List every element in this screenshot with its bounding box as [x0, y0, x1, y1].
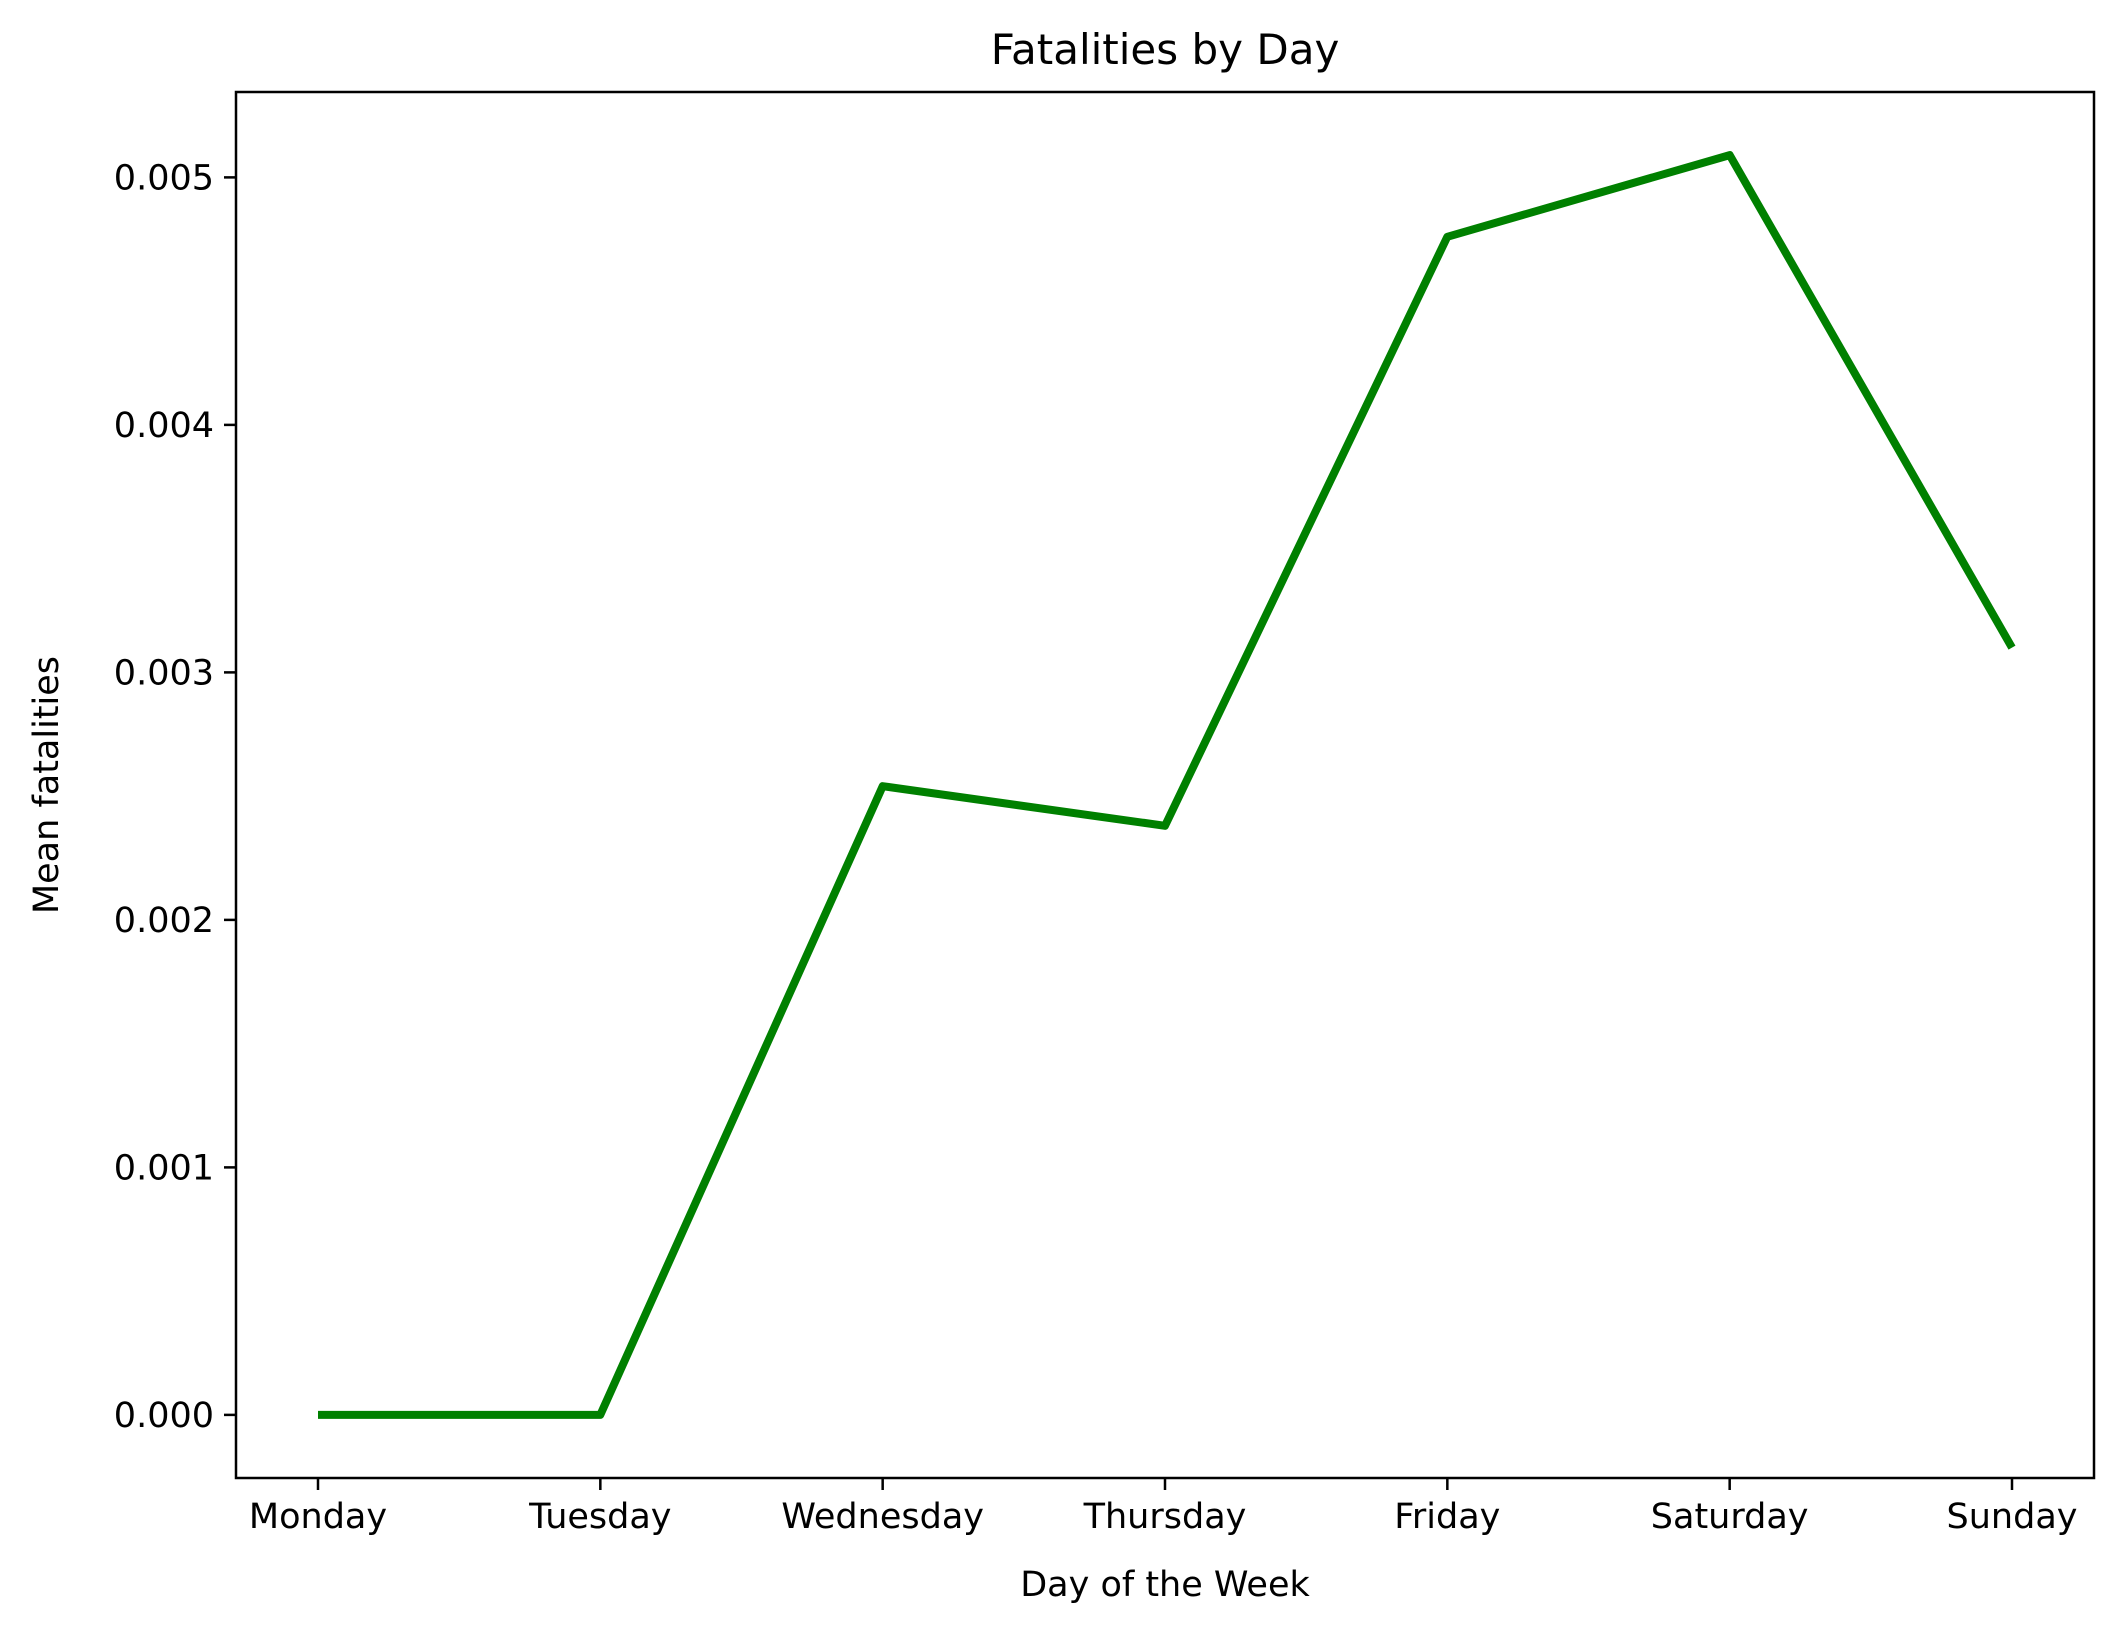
y-tick-label-3: 0.003	[114, 653, 214, 693]
y-axis-label: Mean fatalities	[27, 656, 67, 914]
chart-title: Fatalities by Day	[991, 25, 1340, 74]
x-tick-label-monday: Monday	[249, 1497, 387, 1537]
series-line-1	[318, 151, 2016, 1419]
y-axis: 0.000 0.001 0.002 0.003 0.004 0.005	[114, 158, 236, 1436]
x-tick-label-tuesday: Tuesday	[528, 1497, 671, 1537]
x-axis-label: Day of the Week	[1020, 1565, 1310, 1605]
x-tick-label-sunday: Sunday	[1947, 1497, 2078, 1537]
x-axis: Monday Tuesday Wednesday Thursday Friday Satu…	[249, 1478, 2078, 1537]
x-tick-label-thursday: Thursday	[1083, 1497, 1247, 1537]
y-tick-label-0: 0.000	[114, 1396, 214, 1436]
y-tick-label-2: 0.002	[114, 901, 214, 941]
y-tick-label-1: 0.001	[114, 1148, 214, 1188]
y-tick-label-5: 0.005	[114, 158, 214, 198]
x-tick-label-wednesday: Wednesday	[781, 1497, 984, 1537]
x-tick-label-friday: Friday	[1394, 1497, 1500, 1537]
x-tick-label-saturday: Saturday	[1651, 1497, 1809, 1537]
y-tick-label-4: 0.004	[114, 406, 214, 446]
plot-area	[318, 151, 2016, 1419]
